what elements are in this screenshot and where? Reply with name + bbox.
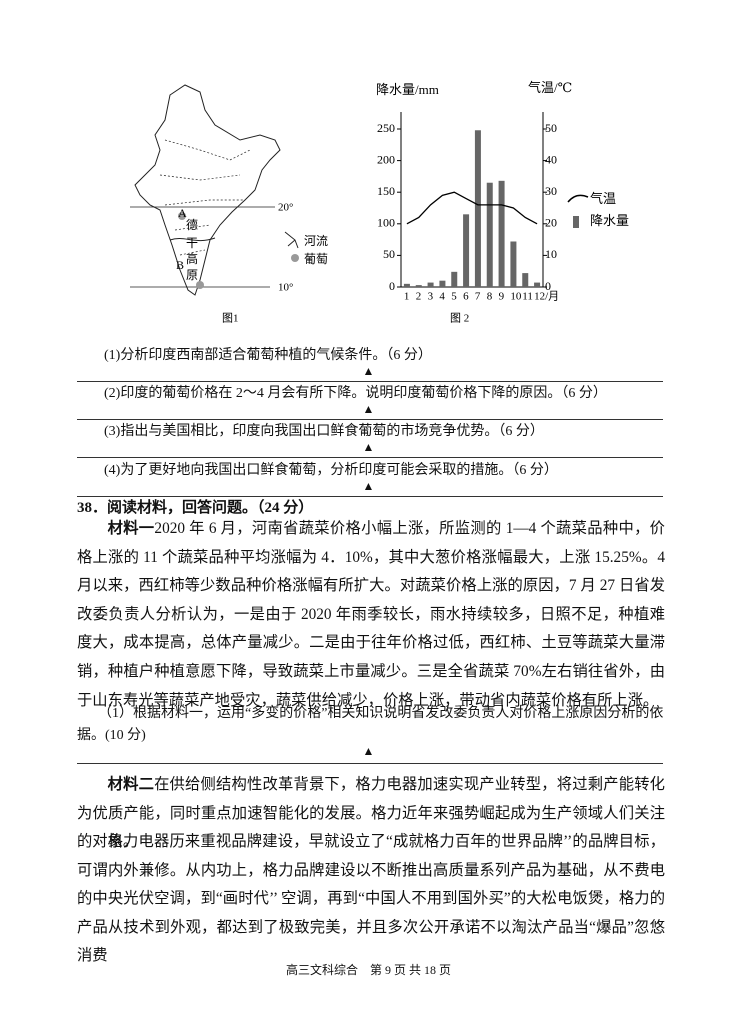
legend-line	[567, 194, 589, 203]
material-text: 2020 年 6 月，河南省蔬菜价格小幅上涨，所监测的 1—4 个蔬菜品种中，价…	[77, 520, 665, 709]
y2-tick-label: 30	[545, 184, 557, 198]
answer-line	[77, 419, 663, 421]
x-tick-label: 4	[439, 291, 445, 303]
answer-line	[77, 457, 663, 459]
answer-line	[77, 495, 663, 497]
bar	[486, 182, 493, 287]
question: (2)印度的葡萄价格在 2～4 月会有所下降。说明印度葡萄价格下降的原因。（6 …	[104, 386, 607, 402]
x-tick-label: 5	[451, 291, 457, 303]
y2-title: 气温/℃	[528, 80, 572, 95]
bar	[463, 214, 470, 287]
x-tick-label: 11	[522, 291, 533, 303]
map-label: 原	[186, 268, 198, 282]
material-text: 在供给侧结构性改革背景下，格力电器加速实现产业转型，将过剩产能转化为优质产能，同…	[77, 776, 665, 851]
question: (4)为了更好地向我国出口鲜食葡萄，分析印度可能会采取的措施。（6 分）	[104, 462, 558, 478]
y-tick-label: 50	[383, 247, 395, 261]
bar	[510, 241, 517, 287]
climate-chart: 0 50 100 150 200 250 0 10 20 30 40 50 降水量/mm 气温/℃ 1 2 3 4…	[376, 80, 629, 325]
legend-river-icon	[284, 231, 299, 249]
legend-label: 葡萄	[304, 252, 328, 266]
question-heading: 38．阅读材料，回答问题。（24 分）	[77, 500, 314, 516]
grape-icon	[178, 212, 186, 220]
answer-line	[77, 763, 663, 764]
x-tick-label: 9	[499, 291, 505, 303]
y2-tick-label: 40	[545, 152, 557, 166]
y-title: 降水量/mm	[376, 82, 439, 97]
answer-mark: ▲	[362, 744, 375, 758]
bar	[439, 280, 446, 287]
x-tick-label: 1	[404, 291, 410, 303]
legend-label: 河流	[304, 234, 328, 248]
bar	[415, 285, 422, 287]
bar	[403, 283, 410, 287]
bar	[474, 130, 481, 287]
question: (1)分析印度西南部适合葡萄种植的气候条件。（6 分）	[104, 348, 432, 363]
question: (3)指出与美国相比，印度向我国出口鲜食葡萄的市场竞争优势。（6 分）	[104, 424, 544, 440]
y-tick-label: 200	[377, 152, 395, 166]
grape-icon	[196, 281, 204, 289]
legend-label: 降水量	[590, 213, 629, 228]
figures: A 德 干 高 B 原 20° 10° 河流 葡萄 图1 05010015020…	[130, 80, 629, 325]
x-tick-label: 8	[487, 291, 493, 303]
y2-tick-label: 10	[545, 247, 557, 261]
paragraph: 格力电器历来重视品牌建设，早就设立了“成就格力百年的世界品牌’’的品牌目标，可谓…	[77, 833, 665, 965]
y-tick-label: 250	[377, 121, 395, 135]
y2-tick-label: 20	[545, 216, 557, 230]
legend-grape-icon	[291, 254, 299, 262]
figure-caption: 图 2	[450, 312, 469, 325]
lat-label: 20°	[278, 202, 293, 214]
x-tick-label: 6	[463, 291, 469, 303]
india-outline	[134, 84, 281, 296]
sub-question: （1）根据材料一，运用“多变的价格”相关知识说明省发改委负责人对价格上涨原因分析…	[77, 706, 664, 743]
x-tick-label: 3	[428, 291, 434, 303]
legend-label: 气温	[590, 191, 616, 206]
x-tick-label: 2	[416, 291, 422, 303]
footer: 高三文科综合 第 9 页 共 18 页	[285, 963, 451, 977]
x-tick-label: 7	[475, 291, 481, 303]
bar	[427, 282, 434, 287]
material-1: 材料一2020 年 6 月，河南省蔬菜价格小幅上涨，所监测的 1—4 个蔬菜品种…	[77, 515, 665, 715]
answer-line	[77, 381, 663, 382]
bar	[451, 271, 458, 287]
river	[169, 237, 216, 242]
answer-mark: ▲	[362, 364, 375, 378]
y-tick-label: 150	[377, 184, 395, 198]
answer-mark: ▲	[362, 402, 375, 417]
legend-swatch	[573, 216, 579, 228]
answer-mark: ▲	[362, 440, 375, 455]
y2-tick-label: 50	[545, 121, 557, 135]
lat-label: 10°	[278, 282, 293, 294]
map-label: B	[176, 258, 184, 272]
state-borders	[159, 139, 251, 256]
y-tick-label: 0	[389, 279, 395, 293]
map	[130, 84, 299, 296]
material-2: 材料二在供给侧结构性改革背景下，格力电器加速实现产业转型，将过剩产能转化为优质产…	[77, 771, 665, 857]
map-label: 德	[186, 217, 198, 232]
map-label: A	[178, 206, 187, 220]
y2-tick-label: 0	[545, 279, 551, 293]
x-tick-label: 12/月	[534, 291, 559, 303]
map-label: 干	[186, 236, 198, 250]
material-label: 材料一	[107, 520, 155, 537]
temperature-line	[406, 191, 538, 225]
material-label: 材料二	[107, 776, 155, 793]
x-tick-label: 10	[510, 291, 521, 303]
bar	[498, 180, 505, 287]
answer-mark: ▲	[362, 478, 375, 493]
y-tick-label: 100	[377, 216, 395, 230]
bar	[534, 282, 541, 287]
figure-caption: 图1	[222, 312, 239, 325]
map-label: 高	[186, 251, 198, 266]
bar	[522, 273, 529, 287]
